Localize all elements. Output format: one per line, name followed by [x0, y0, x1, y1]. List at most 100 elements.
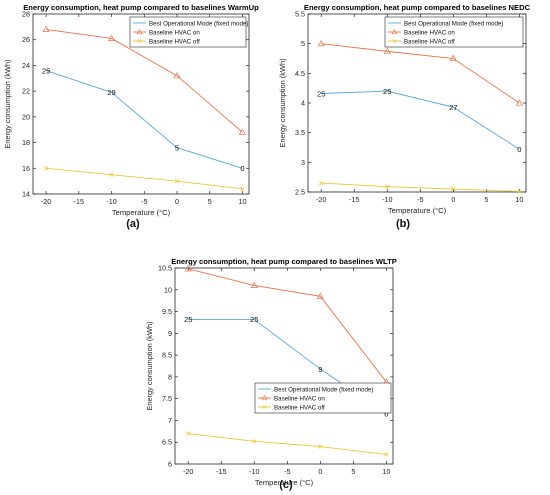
- y-tick-label: 8: [168, 372, 172, 381]
- legend-label: Baseline HVAC on: [149, 29, 200, 36]
- triangle-marker: [238, 128, 247, 135]
- caption: (b): [396, 218, 410, 230]
- y-tick-label: 2.5: [295, 188, 305, 197]
- chart-title: Energy consumption, heat pump compared t…: [304, 3, 531, 12]
- y-tick-label: 22: [22, 87, 30, 96]
- x-tick-label: -10: [249, 467, 259, 476]
- legend-box: [129, 16, 247, 48]
- x-tick-label: 10: [515, 195, 523, 204]
- y-tick-label: 3: [301, 158, 305, 167]
- legend-triangle-marker: [261, 394, 268, 401]
- legend-box: [254, 382, 392, 414]
- y-tick-label: 10: [164, 285, 172, 294]
- x-marker: [185, 431, 191, 436]
- series-line-hvac-on: [188, 268, 387, 383]
- series-line-hvac-off: [321, 182, 520, 192]
- triangle-marker: [317, 39, 325, 47]
- x-tick-label: 5: [484, 195, 488, 204]
- data-label: 25: [250, 315, 258, 324]
- x-tick-label: -5: [417, 195, 423, 204]
- triangle-marker: [173, 72, 181, 79]
- legend-label: Baseline HVAC on: [274, 395, 325, 402]
- x-tick-label: 5: [208, 197, 212, 206]
- x-tick-label: -15: [349, 195, 359, 204]
- triangle-marker: [184, 265, 192, 272]
- y-tick-label: 4.5: [295, 69, 305, 78]
- data-label: 25: [383, 87, 391, 96]
- data-label: 0: [240, 164, 244, 173]
- legend-box: [384, 16, 524, 48]
- legend-label: Baseline HVAC off: [149, 38, 200, 45]
- y-tick-label: 6: [168, 460, 172, 469]
- x-tick-label: -5: [284, 467, 290, 476]
- x-tick-label: -20: [41, 197, 51, 206]
- y-tick-label: 18: [22, 138, 30, 147]
- x-tick-label: -5: [141, 197, 147, 206]
- triangle-marker: [42, 25, 50, 32]
- y-tick-label: 26: [22, 35, 30, 44]
- y-tick-label: 16: [22, 164, 30, 173]
- x-marker: [318, 180, 324, 186]
- x-marker: [174, 178, 180, 184]
- y-tick-label: 20: [22, 112, 30, 121]
- triangle-marker: [316, 292, 324, 299]
- x-tick-label: 10: [238, 197, 246, 206]
- plot-area: [174, 267, 394, 465]
- data-label: 25: [317, 89, 325, 98]
- x-tick-label: 0: [175, 197, 179, 206]
- x-marker: [43, 166, 49, 171]
- series-line-hvac-on: [46, 28, 243, 133]
- x-marker: [384, 452, 389, 457]
- x-tick-label: -10: [382, 195, 392, 204]
- data-label: 0: [517, 145, 521, 154]
- y-tick-label: 7: [168, 416, 172, 425]
- legend-label: Baseline HVAC off: [404, 38, 455, 45]
- x-tick-label: 10: [382, 467, 390, 476]
- series-line-hvac-on: [321, 43, 520, 104]
- triangle-marker: [250, 281, 258, 288]
- triangle-marker: [107, 34, 116, 41]
- triangle-marker: [449, 54, 457, 62]
- x-tick-label: -15: [216, 467, 226, 476]
- y-tick-label: 5.5: [295, 10, 305, 19]
- data-label: 27: [449, 103, 457, 112]
- legend-x-marker: [262, 404, 267, 410]
- x-axis-label: Temperature (°C): [112, 208, 171, 217]
- x-axis-label: Temperature (°C): [255, 478, 314, 487]
- caption: (c): [279, 479, 293, 491]
- data-label: 0: [384, 410, 388, 419]
- y-tick-label: 9: [168, 329, 172, 338]
- x-marker: [240, 186, 245, 192]
- x-marker: [517, 189, 522, 194]
- triangle-marker: [383, 47, 391, 54]
- x-tick-label: 0: [451, 195, 455, 204]
- x-marker: [385, 184, 390, 189]
- series-line-best: [45, 70, 243, 169]
- legend-label: Baseline HVAC off: [274, 404, 325, 411]
- data-label: 25: [42, 66, 50, 75]
- y-tick-label: 5: [301, 39, 305, 48]
- y-tick-label: 14: [22, 190, 30, 199]
- legend-triangle-marker: [391, 28, 398, 35]
- y-tick-label: 8.5: [162, 351, 172, 360]
- data-label: 5: [175, 144, 179, 153]
- data-label: 25: [184, 315, 192, 324]
- legend-label: Best Operational Mode (fixed mode): [404, 20, 503, 27]
- x-tick-label: 0: [318, 467, 322, 476]
- x-marker: [109, 172, 114, 177]
- chart-3: -20 -15 -10 -5 0 5 1066.577.588.599.51010.5Ene…: [145, 257, 397, 487]
- y-tick-label: 6.5: [162, 438, 172, 447]
- x-tick-label: 5: [351, 467, 355, 476]
- series-line-best: [321, 90, 520, 150]
- series-line-hvac-off: [46, 167, 243, 190]
- y-axis-label: Energy consumption (kWh): [278, 58, 287, 147]
- legend-label: Best Operational Mode (fixed mode): [149, 20, 248, 27]
- chart-title: Energy consumption, heat pump compared t…: [23, 3, 259, 12]
- chart-title: Energy consumption, heat pump compared t…: [171, 257, 397, 266]
- x-tick-label: -20: [183, 467, 193, 476]
- legend: Best Operational Mode (fixed mode) Baseli…: [254, 382, 392, 414]
- caption: (a): [126, 218, 140, 230]
